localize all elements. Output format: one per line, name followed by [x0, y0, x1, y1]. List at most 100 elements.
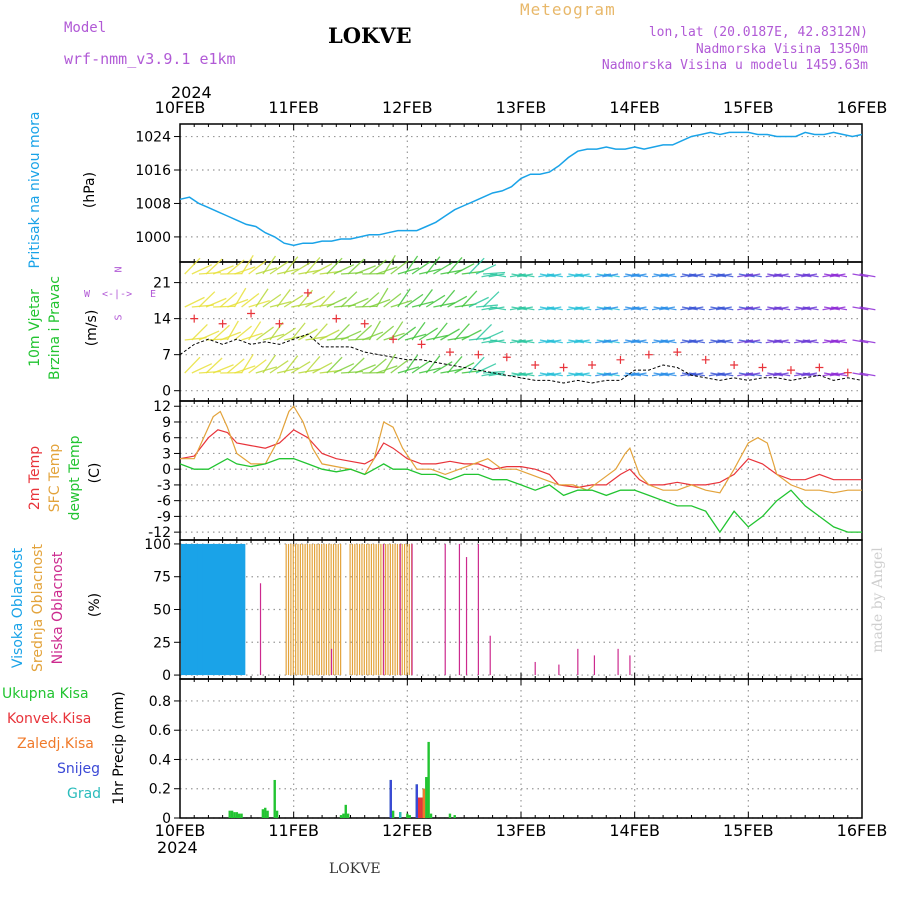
gust-marker: [616, 355, 625, 364]
wind-barb: [340, 291, 358, 308]
wind-barb: [376, 266, 398, 275]
wind-barb: [602, 339, 619, 344]
wind-barb: [708, 306, 725, 311]
lonlat-label: lon,lat (20.0187E, 42.8312N): [648, 25, 868, 40]
y-tick-label: -9: [157, 509, 171, 525]
mid-cloud-bar: [377, 543, 380, 676]
wind-barb: [305, 335, 328, 341]
wind-barb: [545, 339, 562, 344]
wind-barb: [312, 263, 333, 275]
high-cloud-bar: [240, 543, 243, 676]
wind-barb: [687, 273, 704, 278]
compass-south: S: [113, 314, 125, 321]
y-tick-label: 100: [144, 537, 171, 553]
date-label-top: 15FEB: [723, 98, 774, 117]
mid-cloud-bar: [375, 543, 377, 676]
y-tick-label: 0: [162, 668, 171, 684]
mid-cloud-bar: [351, 543, 354, 676]
mid-cloud-bar: [363, 543, 365, 676]
wind-barb: [454, 263, 475, 275]
wind-barb: [376, 365, 398, 374]
wind-barb: [454, 323, 470, 341]
year-top: 2024: [171, 83, 212, 102]
snow-label: Snijeg: [57, 761, 101, 777]
wind-barb: [390, 299, 412, 308]
high-cloud-bar: [188, 543, 191, 676]
wind-barb: [651, 339, 668, 344]
wind-barb: [433, 361, 453, 374]
wind-barb: [184, 257, 201, 275]
y-tick-label: 0: [162, 384, 171, 400]
wind-barb: [623, 306, 640, 311]
date-label-bottom: 14FEB: [609, 821, 660, 840]
wind-barb: [509, 306, 526, 311]
precip-bar: [406, 813, 409, 818]
wind-barb: [623, 273, 640, 278]
wind-barb: [361, 292, 380, 308]
mid-cloud-bar: [392, 543, 394, 676]
wind-barb: [347, 258, 365, 275]
high-cloud-bar: [214, 543, 217, 676]
wind-barb: [659, 372, 676, 377]
gust-marker: [190, 314, 199, 323]
wind-barb: [765, 372, 782, 377]
mid-cloud-bar: [401, 543, 403, 676]
high-cloud-bar: [185, 543, 189, 676]
y-tick-label: 3: [162, 446, 171, 462]
gust-marker: [559, 363, 568, 372]
wind-barb: [191, 363, 213, 374]
wind-barb: [715, 372, 732, 377]
wind-barb: [241, 353, 254, 374]
precip-bar: [453, 815, 456, 818]
wind-barb: [859, 372, 876, 377]
low-cloud-bar: [411, 543, 413, 676]
wind-barb: [226, 259, 245, 275]
y-tick-label: 9: [162, 415, 171, 431]
low-cloud-bar: [465, 557, 468, 676]
wind-barb: [390, 359, 409, 374]
wind-barb: [595, 306, 612, 311]
y-tick-label: -6: [157, 494, 171, 510]
wind-barb: [340, 330, 362, 341]
wind-barb: [468, 356, 485, 374]
precip-unit: 1hr Precip (mm): [111, 691, 127, 805]
wind-barb: [794, 273, 811, 278]
high-cloud-label: Visoka Oblacnost: [10, 547, 26, 669]
mid-cloud-bar: [311, 543, 313, 676]
wind-barb: [651, 306, 668, 311]
precip-bar: [344, 804, 347, 818]
mid-cloud-bar: [285, 543, 287, 676]
precip-bar: [427, 741, 430, 818]
wind-barb: [269, 261, 289, 275]
gust-marker: [701, 355, 710, 364]
wind-barb: [404, 255, 419, 275]
y-tick-label: 50: [153, 603, 171, 619]
precip-bar: [408, 815, 411, 818]
wind-barb: [227, 298, 249, 308]
credit-label: made by Angel: [870, 547, 886, 653]
y-tick-label: 0.6: [149, 723, 171, 739]
wind-barb: [737, 306, 754, 311]
high-cloud-bar: [233, 543, 236, 676]
model-altitude-label: Nadmorska Visina u modelu 1459.63m: [601, 58, 868, 73]
wind-barb: [680, 306, 697, 311]
year-bottom: 2024: [157, 838, 198, 857]
wind-barb: [255, 267, 278, 275]
wind-barb: [184, 356, 201, 374]
wind-barb: [566, 372, 583, 377]
wind-barb: [397, 288, 411, 308]
wind-barb: [205, 297, 227, 308]
wind-barb: [461, 290, 478, 308]
mid-cloud-bar: [330, 543, 332, 676]
mid-cloud-bar: [349, 543, 351, 676]
wind-barb: [602, 273, 619, 278]
series-line-2m-temp: [179, 429, 862, 489]
wind-barb: [538, 372, 555, 377]
mid-cloud-bar: [332, 543, 335, 676]
compass-west: W: [84, 289, 91, 300]
date-label-bottom: 11FEB: [268, 821, 319, 840]
mid-cloud-bar: [358, 543, 361, 676]
wind-barb: [859, 306, 876, 311]
precip-bar: [422, 788, 426, 818]
gust-marker: [474, 350, 483, 359]
